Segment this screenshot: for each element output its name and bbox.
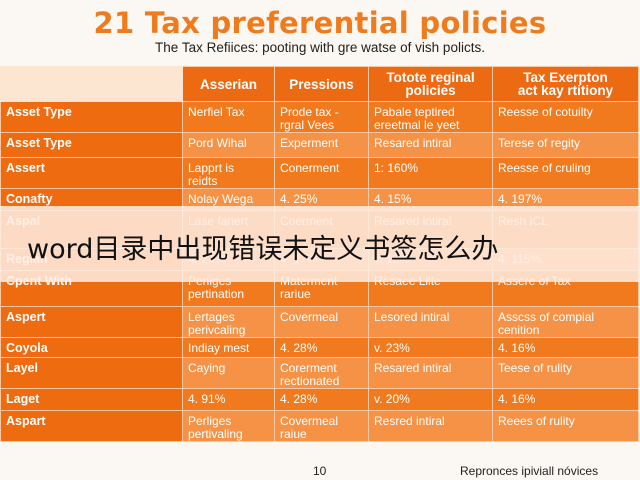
row-header-cell: Coyola <box>0 337 183 358</box>
overlay-banner-text: word目录中出现错误未定义书签怎么办 <box>27 234 499 265</box>
row-header-cell: Assert <box>0 157 183 189</box>
row-header-cell: Asset Type <box>0 132 183 158</box>
table-cell: Caying <box>182 357 275 389</box>
page-footer <box>0 459 640 480</box>
table-cell: Lapprt is reidts <box>182 157 275 189</box>
table-cell: Reesse of cruling <box>492 157 639 189</box>
column-header: Tax Exerpton act kay rtitiony <box>492 66 639 102</box>
table-cell: 1: 160% <box>368 157 493 189</box>
table-row: Layel Caying Corerment rectionated Resared … <box>0 357 639 389</box>
table-cell: Pord Wihal <box>182 132 275 158</box>
table-header-row: Asserian Pressions Totote reginal polici… <box>0 66 639 102</box>
table-cell: Reesse of cotuilty <box>492 101 639 133</box>
table-cell: Conerment <box>274 157 369 189</box>
table-row: Aspart Perliges pertivaling Covermeal raiu… <box>0 410 639 442</box>
row-header-cell: Laget <box>0 388 183 411</box>
table-cell: Nerfiel Tax <box>182 101 275 133</box>
row-header-cell: Conafty <box>0 188 183 211</box>
footer-note: Repronces ipiviall nóvices <box>460 464 599 478</box>
table-cell: 4. 16% <box>492 388 639 411</box>
table-cell: Asscss of compial cenition <box>492 306 639 338</box>
table-cell: Experment <box>274 132 369 158</box>
table-row: Aspert Lertages perivcaling Covermeal Lesor… <box>0 306 639 338</box>
header-corner-cell <box>0 66 183 102</box>
table-cell: v. 20% <box>368 388 493 411</box>
row-header-cell: Aspart <box>0 410 183 442</box>
table-cell: Resared intiral <box>368 132 493 158</box>
row-header-cell: Layel <box>0 357 183 389</box>
table-cell: v. 23% <box>368 337 493 358</box>
table-cell: Resred intiral <box>368 410 493 442</box>
column-header: Pressions <box>274 66 369 102</box>
table-row: Assert Lapprt is reidts Conerment 1: 160% Re… <box>0 157 639 189</box>
table-cell: Corerment rectionated <box>274 357 369 389</box>
table-row: Laget 4. 91% 4. 28% v. 20% 4. 16% <box>0 388 639 411</box>
table-cell: Lesored intiral <box>368 306 493 338</box>
table-cell: 4. 28% <box>274 388 369 411</box>
table-cell: Teese of rulity <box>492 357 639 389</box>
table-cell: Resared intiral <box>368 357 493 389</box>
row-header-cell: Asset Type <box>0 101 183 133</box>
document-title: 21 Tax preferential policies <box>93 6 547 40</box>
document-subtitle: The Tax Refiices: pooting with gre watse… <box>155 40 485 55</box>
row-header-cell: Aspert <box>0 306 183 338</box>
table-cell: 4. 16% <box>492 337 639 358</box>
table-cell: Reees of rulity <box>492 410 639 442</box>
table-cell: Lertages perivcaling <box>182 306 275 338</box>
table-cell: 4. 28% <box>274 337 369 358</box>
table-row: Coyola Indiay mest 4. 28% v. 23% 4. 16% <box>0 337 639 358</box>
table-cell: Covermeal raiue <box>274 410 369 442</box>
page-number: 10 <box>313 464 327 478</box>
column-header: Asserian <box>182 66 275 102</box>
column-header: Totote reginal policies <box>368 66 493 102</box>
table-cell: Covermeal <box>274 306 369 338</box>
table-cell: Pabale teptired ereetmal le yeet <box>368 101 493 133</box>
table-row: Asset Type Nerfiel Tax Prode tax - rgral V… <box>0 101 639 133</box>
table-cell: Perliges pertivaling <box>182 410 275 442</box>
table-cell: Prode tax - rgral Vees <box>274 101 369 133</box>
overlay-banner <box>0 206 640 282</box>
table-cell: Indiay mest <box>182 337 275 358</box>
table-row: Asset Type Pord Wihal Experment Resared int… <box>0 132 639 158</box>
table-cell: 4. 15% <box>368 188 493 211</box>
table-cell: Terese of regity <box>492 132 639 158</box>
table-cell: 4. 91% <box>182 388 275 411</box>
